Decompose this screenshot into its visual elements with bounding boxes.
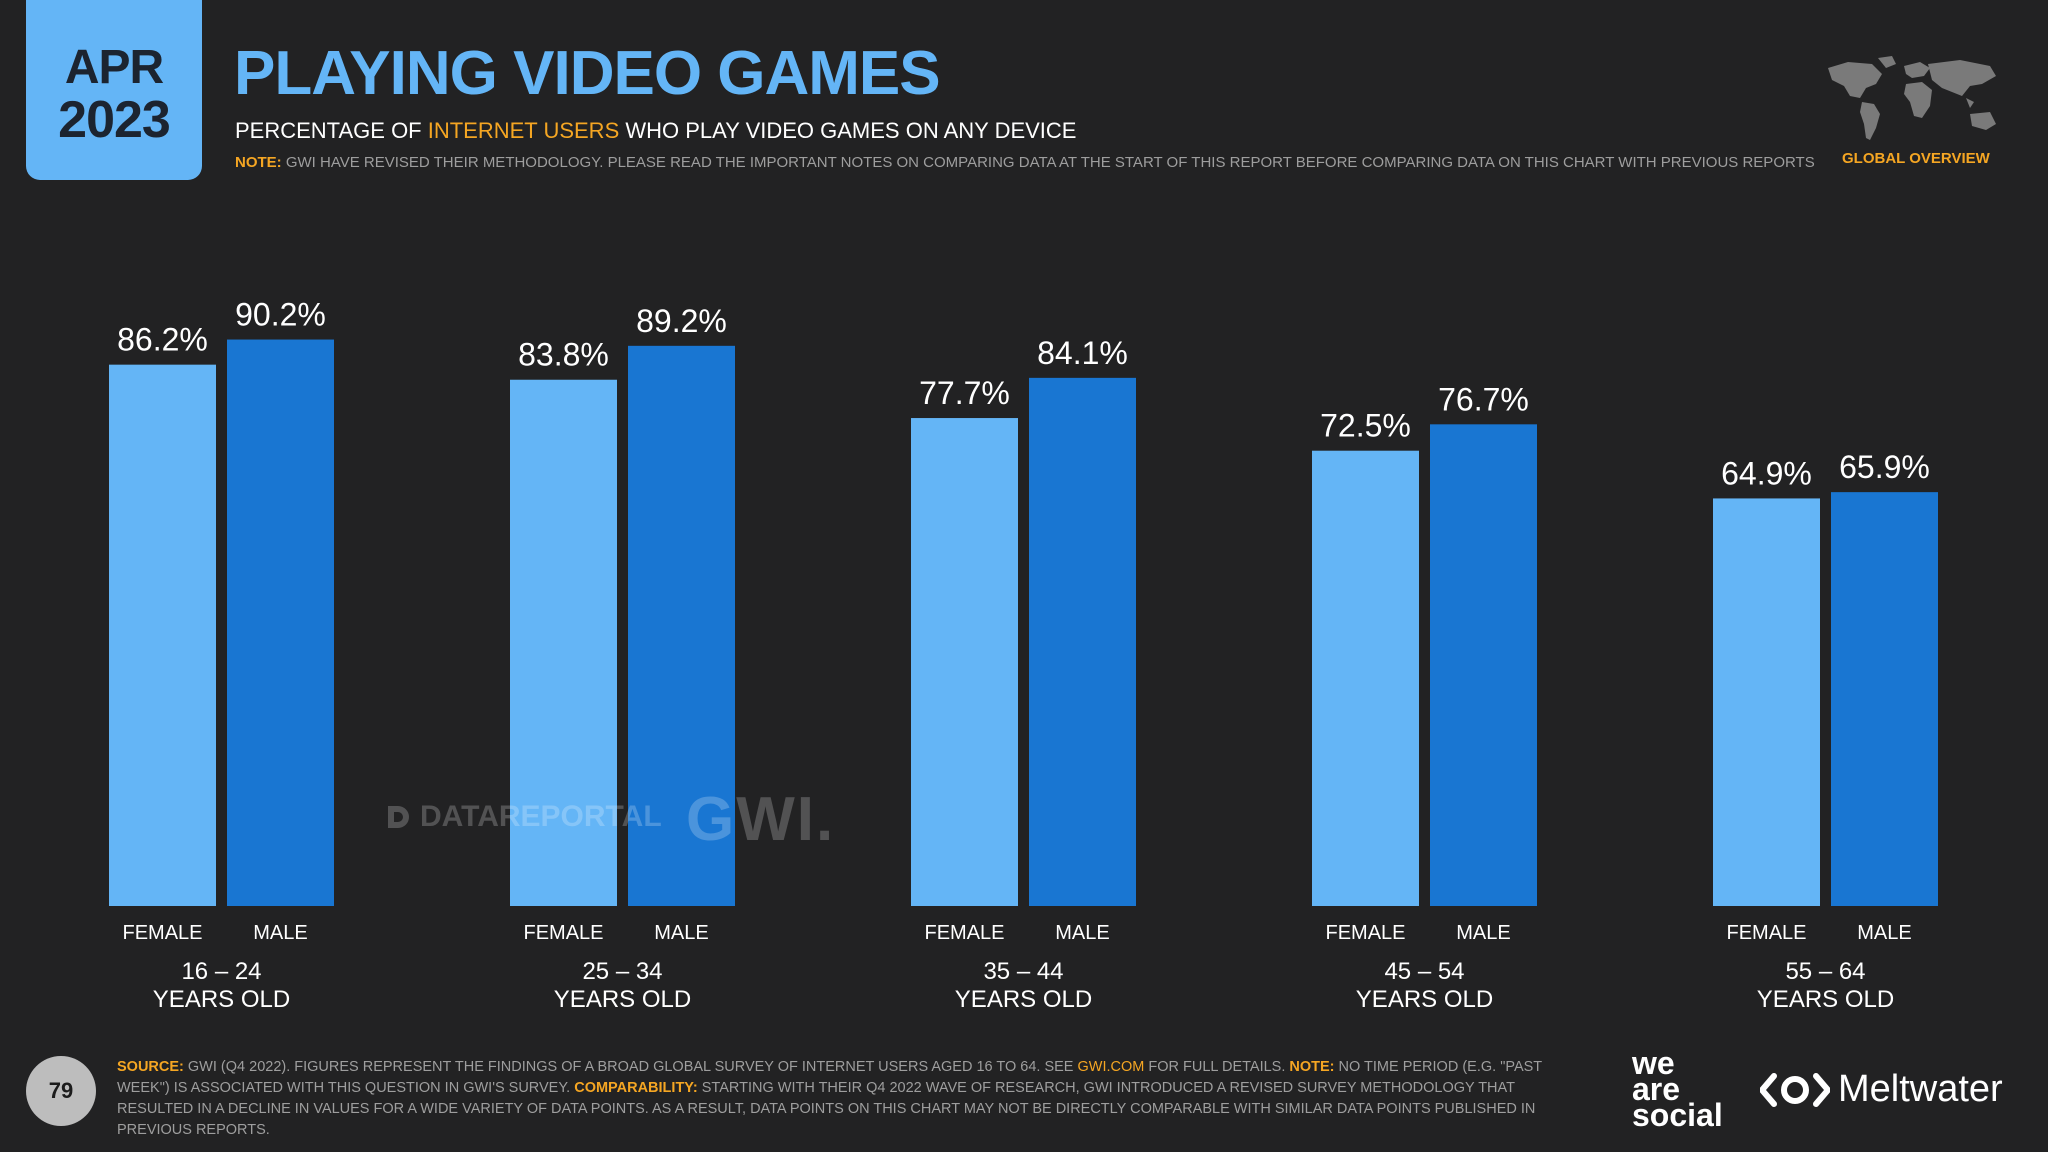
- bar-female: [510, 379, 617, 907]
- data-label: 65.9%: [1839, 449, 1930, 485]
- was-we: we: [1632, 1045, 1675, 1081]
- series-tick-label: MALE: [253, 922, 307, 944]
- data-label: 64.9%: [1721, 455, 1812, 491]
- badge-year: 2023: [58, 91, 171, 149]
- category-label-unit: YEARS OLD: [153, 986, 290, 1013]
- category-label-range: 55 – 64: [1785, 958, 1865, 985]
- comparability-text: STARTING WITH THEIR Q4 2022 WAVE OF RESE…: [117, 1080, 1536, 1138]
- global-overview-label: GLOBAL OVERVIEW: [1842, 150, 1990, 167]
- category-label-range: 35 – 44: [983, 958, 1063, 985]
- bar-male: [1831, 492, 1938, 906]
- meltwater-logo: Meltwater: [1760, 1068, 2003, 1111]
- source-label: SOURCE:: [117, 1059, 184, 1075]
- data-label: 77.7%: [919, 375, 1010, 411]
- series-tick-label: FEMALE: [122, 922, 202, 944]
- header-note: NOTE: GWI HAVE REVISED THEIR METHODOLOGY…: [235, 154, 1815, 171]
- series-tick-label: MALE: [1456, 922, 1510, 944]
- date-badge: APR 2023: [26, 0, 202, 180]
- data-label: 86.2%: [117, 322, 208, 358]
- data-label: 72.5%: [1320, 408, 1411, 444]
- we-are-social-logo: we are social: [1632, 1045, 1723, 1133]
- series-tick-label: MALE: [654, 922, 708, 944]
- bar-female: [1713, 498, 1820, 906]
- data-label: 90.2%: [235, 297, 326, 333]
- category-label-range: 16 – 24: [181, 958, 261, 985]
- footer-note-label: NOTE:: [1289, 1059, 1335, 1075]
- bar-male: [1029, 377, 1136, 906]
- source-text-1: GWI (Q4 2022). FIGURES REPRESENT THE FIN…: [183, 1059, 1078, 1075]
- series-tick-label: MALE: [1857, 922, 1911, 944]
- meltwater-text: Meltwater: [1838, 1068, 2003, 1110]
- datareportal-text: DATAREPORTAL: [420, 800, 662, 833]
- note-label: NOTE:: [235, 154, 282, 171]
- category-label-range: 25 – 34: [582, 958, 662, 985]
- bar-male: [1430, 424, 1537, 906]
- source-text-2: FOR FULL DETAILS.: [1144, 1059, 1290, 1075]
- subtitle-highlight: INTERNET USERS: [427, 118, 620, 143]
- data-label: 76.7%: [1438, 381, 1529, 417]
- gwi-watermark: GWI.: [686, 785, 836, 854]
- bar-female: [1312, 450, 1419, 906]
- bar-female: [109, 364, 216, 906]
- series-tick-label: FEMALE: [924, 922, 1004, 944]
- series-tick-label: FEMALE: [1325, 922, 1405, 944]
- page-title: PLAYING VIDEO GAMES: [234, 39, 941, 108]
- world-map-icon: [1820, 54, 2004, 146]
- page-subtitle: PERCENTAGE OF INTERNET USERS WHO PLAY VI…: [235, 118, 1076, 144]
- category-label-unit: YEARS OLD: [1757, 986, 1894, 1013]
- data-label: 84.1%: [1037, 335, 1128, 371]
- datareportal-watermark: DATAREPORTAL: [384, 800, 662, 834]
- data-label: 89.2%: [636, 303, 727, 339]
- subtitle-pre: PERCENTAGE OF: [235, 118, 428, 143]
- meltwater-logo-icon: [1760, 1072, 1830, 1107]
- page-number: 79: [26, 1056, 96, 1126]
- badge-month: APR: [64, 41, 164, 94]
- series-tick-label: FEMALE: [1726, 922, 1806, 944]
- bar-male: [628, 345, 735, 907]
- category-label-unit: YEARS OLD: [955, 986, 1092, 1013]
- data-label: 83.8%: [518, 337, 609, 373]
- datareportal-logo-icon: [388, 806, 409, 828]
- comparability-label: COMPARABILITY:: [574, 1080, 698, 1096]
- source-note: SOURCE: GWI (Q4 2022). FIGURES REPRESENT…: [117, 1057, 1587, 1141]
- category-label-unit: YEARS OLD: [554, 986, 691, 1013]
- bar-female: [911, 418, 1018, 906]
- series-tick-label: FEMALE: [523, 922, 603, 944]
- category-label-range: 45 – 54: [1384, 958, 1464, 985]
- note-text: GWI HAVE REVISED THEIR METHODOLOGY. PLEA…: [281, 154, 1815, 171]
- footer-note-text: NO TIME PERIOD (E.G. "PAST WEEK") IS ASS…: [117, 1059, 1542, 1096]
- bar-male: [227, 339, 334, 906]
- series-tick-label: MALE: [1055, 922, 1109, 944]
- was-social: social: [1632, 1097, 1723, 1133]
- subtitle-post: WHO PLAY VIDEO GAMES ON ANY DEVICE: [619, 118, 1077, 143]
- was-are: are: [1632, 1071, 1681, 1107]
- source-link[interactable]: GWI.COM: [1077, 1059, 1145, 1075]
- category-label-unit: YEARS OLD: [1356, 986, 1493, 1013]
